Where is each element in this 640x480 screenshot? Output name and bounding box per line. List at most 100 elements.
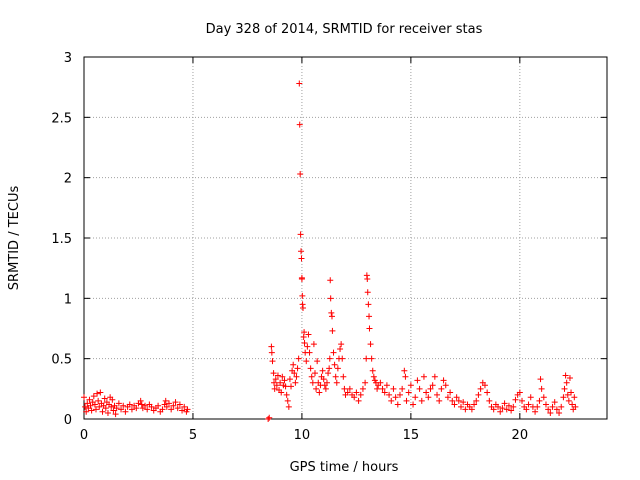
data-point bbox=[516, 389, 523, 396]
data-point bbox=[527, 394, 534, 401]
data-point bbox=[104, 409, 111, 416]
data-point bbox=[473, 397, 480, 404]
data-point bbox=[341, 385, 348, 392]
data-point bbox=[334, 365, 341, 372]
data-point bbox=[81, 394, 87, 401]
data-point bbox=[477, 385, 484, 392]
data-point bbox=[133, 405, 140, 412]
data-point bbox=[99, 408, 106, 415]
data-point bbox=[457, 403, 464, 410]
data-point bbox=[327, 277, 334, 284]
data-point bbox=[538, 385, 545, 392]
data-point bbox=[390, 385, 397, 392]
x-axis-label: GPS time / hours bbox=[290, 460, 399, 475]
data-point bbox=[319, 367, 326, 374]
data-point bbox=[564, 391, 571, 398]
x-tick-label: 5 bbox=[189, 428, 197, 443]
data-point bbox=[377, 379, 384, 386]
data-point bbox=[273, 382, 280, 389]
data-point bbox=[269, 358, 276, 365]
data-point bbox=[440, 377, 447, 384]
data-point bbox=[311, 370, 318, 377]
data-point bbox=[405, 389, 412, 396]
data-point bbox=[298, 248, 305, 255]
data-point bbox=[367, 341, 374, 348]
data-point bbox=[565, 397, 572, 404]
data-point bbox=[442, 382, 449, 389]
data-point bbox=[271, 385, 278, 392]
data-point bbox=[556, 409, 563, 416]
data-point bbox=[337, 346, 344, 353]
data-point bbox=[402, 373, 409, 380]
y-tick-label: 3 bbox=[64, 51, 72, 66]
data-point bbox=[471, 401, 478, 408]
y-tick-label: 0.5 bbox=[51, 353, 72, 368]
data-point bbox=[346, 385, 353, 392]
data-point bbox=[537, 376, 544, 383]
data-point bbox=[295, 355, 302, 362]
data-point bbox=[296, 121, 303, 128]
data-point bbox=[449, 397, 456, 404]
data-point bbox=[534, 403, 541, 410]
data-point bbox=[126, 401, 133, 408]
data-point bbox=[444, 394, 451, 401]
data-point bbox=[304, 343, 311, 350]
y-tick-label: 0 bbox=[64, 413, 72, 428]
data-point bbox=[306, 349, 313, 356]
data-point bbox=[291, 370, 298, 377]
data-point bbox=[569, 401, 576, 408]
data-point bbox=[277, 379, 284, 386]
data-point bbox=[88, 407, 95, 414]
data-point bbox=[298, 255, 305, 262]
data-point bbox=[290, 361, 297, 368]
data-point bbox=[298, 276, 305, 283]
data-point bbox=[82, 403, 89, 410]
data-point bbox=[436, 397, 443, 404]
data-point bbox=[284, 397, 291, 404]
data-point bbox=[168, 406, 175, 413]
data-point bbox=[351, 394, 358, 401]
data-point bbox=[285, 403, 292, 410]
data-point bbox=[366, 313, 373, 320]
data-point bbox=[325, 370, 332, 377]
data-point bbox=[355, 397, 362, 404]
data-point bbox=[176, 401, 183, 408]
data-point bbox=[370, 373, 377, 380]
data-point bbox=[365, 301, 372, 308]
data-point bbox=[379, 385, 386, 392]
data-point bbox=[364, 289, 371, 296]
data-point bbox=[562, 372, 569, 379]
data-point bbox=[170, 402, 177, 409]
data-point bbox=[115, 400, 122, 407]
data-point bbox=[475, 391, 482, 398]
data-point bbox=[174, 405, 181, 412]
data-point bbox=[423, 389, 430, 396]
data-point bbox=[490, 406, 497, 413]
data-point bbox=[138, 401, 145, 408]
data-point bbox=[320, 376, 327, 383]
data-point bbox=[322, 385, 329, 392]
data-point bbox=[299, 292, 306, 299]
data-point bbox=[279, 373, 286, 380]
data-point bbox=[301, 329, 308, 336]
data-point bbox=[297, 171, 304, 178]
data-point bbox=[303, 358, 310, 365]
data-point bbox=[330, 349, 337, 356]
data-point bbox=[278, 389, 285, 396]
data-point bbox=[270, 370, 277, 377]
data-point bbox=[558, 403, 565, 410]
data-point bbox=[94, 390, 101, 397]
data-point bbox=[144, 406, 151, 413]
data-point bbox=[179, 407, 186, 414]
data-point bbox=[525, 401, 532, 408]
data-point bbox=[137, 397, 144, 404]
grid-lines bbox=[84, 57, 607, 419]
data-point bbox=[571, 394, 578, 401]
data-point bbox=[359, 385, 366, 392]
data-point bbox=[266, 414, 273, 421]
x-tick-label: 0 bbox=[80, 428, 88, 443]
data-point bbox=[523, 406, 530, 413]
data-point bbox=[495, 403, 502, 410]
data-point bbox=[294, 365, 301, 372]
